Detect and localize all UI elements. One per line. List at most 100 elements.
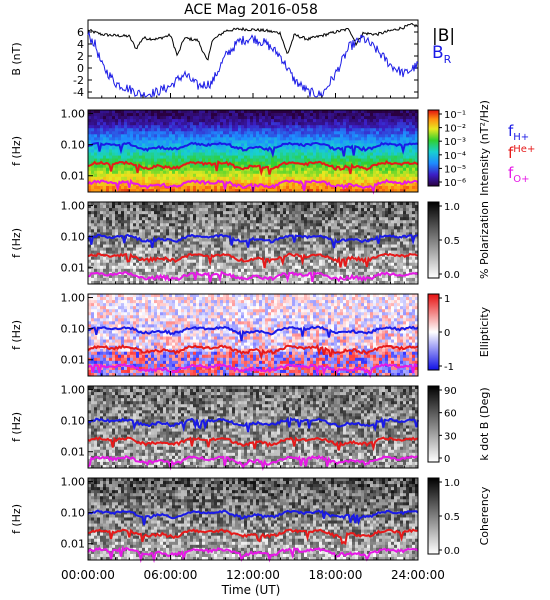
- time-tick-label: 18:00:00: [309, 568, 363, 582]
- gyro-line-f_Oplus: [87, 454, 419, 471]
- intensity-colorbar-label: Intensity (nT²/Hz): [478, 100, 491, 196]
- gyro-line-f_Heplus: [87, 159, 419, 177]
- freq-tick-label: 1.00: [61, 108, 86, 121]
- intensity-ylabel: f (Hz): [10, 136, 23, 166]
- k-dot-b-ylabel: f (Hz): [10, 412, 23, 442]
- legend-b-total: |B|: [432, 26, 455, 46]
- gyrofrequency-legend: fH+ fHe+ fO+: [508, 122, 535, 185]
- gyro-line-f_Hplus: [87, 325, 419, 342]
- freq-tick-label: 0.10: [61, 139, 86, 152]
- ellipticity-panel: 1.00 0.10 0.01 f (Hz) 1 0 -1 Ellipticity: [10, 292, 491, 379]
- gyro-line-f_Oplus: [87, 362, 419, 379]
- gyro-line-f_Heplus: [87, 436, 419, 452]
- k-dot-b-panel: 1.00 0.10 0.01 f (Hz) 90 60 30 0 k dot B (Deg): [10, 384, 491, 471]
- b-total-line: [87, 22, 419, 61]
- ellipticity-colorbar-label: Ellipticity: [478, 306, 491, 357]
- gyro-line-f_Hplus: [87, 141, 419, 159]
- b-ytick-label: 6: [77, 26, 84, 39]
- time-tick-label: 06:00:00: [144, 568, 198, 582]
- gyro-line-f_Heplus: [87, 528, 419, 546]
- colorbar-tick-label: 0.5: [444, 512, 460, 523]
- polarization-colorbar: [427, 201, 440, 279]
- time-tick-label: 24:00:00: [391, 568, 445, 582]
- gyro-line-f_Heplus: [87, 252, 419, 269]
- colorbar-tick-label: -1: [444, 362, 454, 373]
- intensity-heatmap-cells: [88, 110, 419, 193]
- intensity-colorbar: [427, 109, 440, 187]
- freq-tick-label: 1.00: [61, 200, 86, 213]
- freq-tick-label: 1.00: [61, 384, 86, 397]
- colorbar-tick-label: 10⁻¹: [444, 110, 466, 121]
- freq-tick-label: 0.10: [61, 231, 86, 244]
- polarization-colorbar-label: % Polarization: [478, 201, 491, 279]
- colorbar-tick-label: 0: [444, 454, 450, 465]
- coherency-panel: 1.00 0.10 0.01 f (Hz) 1.0 0.5 0.0 Coherency: [10, 476, 491, 564]
- legend-f-o: fO+: [508, 164, 530, 185]
- freq-tick-label: 0.01: [61, 446, 86, 459]
- colorbar-tick-label: 10⁻³: [444, 137, 466, 148]
- legend-f-h: fH+: [508, 122, 529, 143]
- k-dot-b-colorbar: [427, 385, 440, 463]
- b-ytick-label: 0: [77, 62, 84, 75]
- colorbar-tick-label: 10⁻²: [444, 124, 466, 135]
- k-dot-b-heatmap-cells: [88, 386, 419, 469]
- colorbar-tick-label: 0.0: [444, 546, 460, 557]
- time-axis: 00:00:00 06:00:00 12:00:00 18:00:00 24:00:00: [61, 568, 445, 582]
- b-field-lines: [87, 22, 419, 99]
- time-tick-label: 12:00:00: [226, 568, 280, 582]
- ellipticity-colorbar: [427, 293, 440, 371]
- colorbar-tick-label: 0.5: [444, 236, 460, 247]
- b-ytick-label: 4: [77, 38, 84, 51]
- coherency-heatmap-cells: [88, 478, 419, 561]
- freq-tick-label: 0.01: [61, 170, 86, 183]
- polarization-ylabel: f (Hz): [10, 228, 23, 258]
- spectrogram-panels: 1.000.100.01f (Hz)10⁻¹10⁻²10⁻³10⁻⁴10⁻⁵10…: [10, 100, 491, 564]
- ellipticity-heatmap-cells: [88, 294, 419, 377]
- b-field-ylabel: B (nT): [10, 42, 23, 75]
- b-ytick-label: -4: [73, 86, 84, 99]
- legend-f-he: fHe+: [508, 144, 535, 162]
- colorbar-tick-label: 0.0: [444, 270, 460, 281]
- coherency-colorbar: [427, 477, 440, 555]
- k-dot-b-colorbar-label: k dot B (Deg): [478, 387, 491, 460]
- intensity-panel: 1.00 0.10 0.01 f (Hz) 10⁻¹ 10⁻² 10⁻³ 10⁻⁴ 10⁻⁵ 10…: [10, 100, 491, 196]
- gyro-line-f_Heplus: [87, 344, 419, 361]
- colorbar-tick-label: 1: [444, 294, 450, 305]
- colorbar-tick-label: 60: [444, 409, 457, 420]
- colorbar-tick-label: 10⁻⁵: [444, 164, 466, 175]
- coherency-colorbar-label: Coherency: [478, 486, 491, 545]
- colorbar-tick-label: 10⁻⁴: [444, 151, 466, 162]
- x-axis-label: Time (UT): [221, 583, 281, 597]
- colorbar-tick-label: 1.0: [444, 202, 460, 213]
- colorbar-tick-label: 0: [444, 328, 450, 339]
- colorbar-tick-label: 90: [444, 386, 457, 397]
- freq-tick-label: 0.01: [61, 262, 86, 275]
- coherency-ylabel: f (Hz): [10, 504, 23, 534]
- freq-tick-label: 0.10: [61, 415, 86, 428]
- gyro-line-f_Oplus: [87, 270, 419, 283]
- colorbar-tick-label: 1.0: [444, 478, 460, 489]
- b-field-frame: [87, 19, 419, 99]
- polarization-panel: 1.00 0.10 0.01 f (Hz) 1.0 0.5 0.0 % Polarizatio…: [10, 200, 491, 285]
- b-ytick-label: 2: [77, 50, 84, 63]
- legend-b-r: BR: [432, 43, 452, 66]
- colorbar-tick-label: 30: [444, 431, 457, 442]
- freq-tick-label: 0.01: [61, 354, 86, 367]
- freq-tick-label: 1.00: [61, 292, 86, 305]
- polarization-heatmap-cells: [88, 202, 419, 285]
- gyro-line-f_Oplus: [87, 546, 419, 564]
- gyro-line-f_Hplus: [87, 233, 419, 249]
- figure-title: ACE Mag 2016-058: [184, 2, 318, 18]
- gyro-line-f_Hplus: [87, 509, 419, 526]
- gyro-line-f_Hplus: [87, 416, 419, 433]
- freq-tick-label: 0.10: [61, 507, 86, 520]
- time-tick-label: 00:00:00: [61, 568, 115, 582]
- colorbar-tick-label: 10⁻⁶: [444, 178, 466, 189]
- freq-tick-label: 1.00: [61, 476, 86, 489]
- freq-tick-label: 0.01: [61, 538, 86, 551]
- ellipticity-ylabel: f (Hz): [10, 320, 23, 350]
- freq-tick-label: 0.10: [61, 323, 86, 336]
